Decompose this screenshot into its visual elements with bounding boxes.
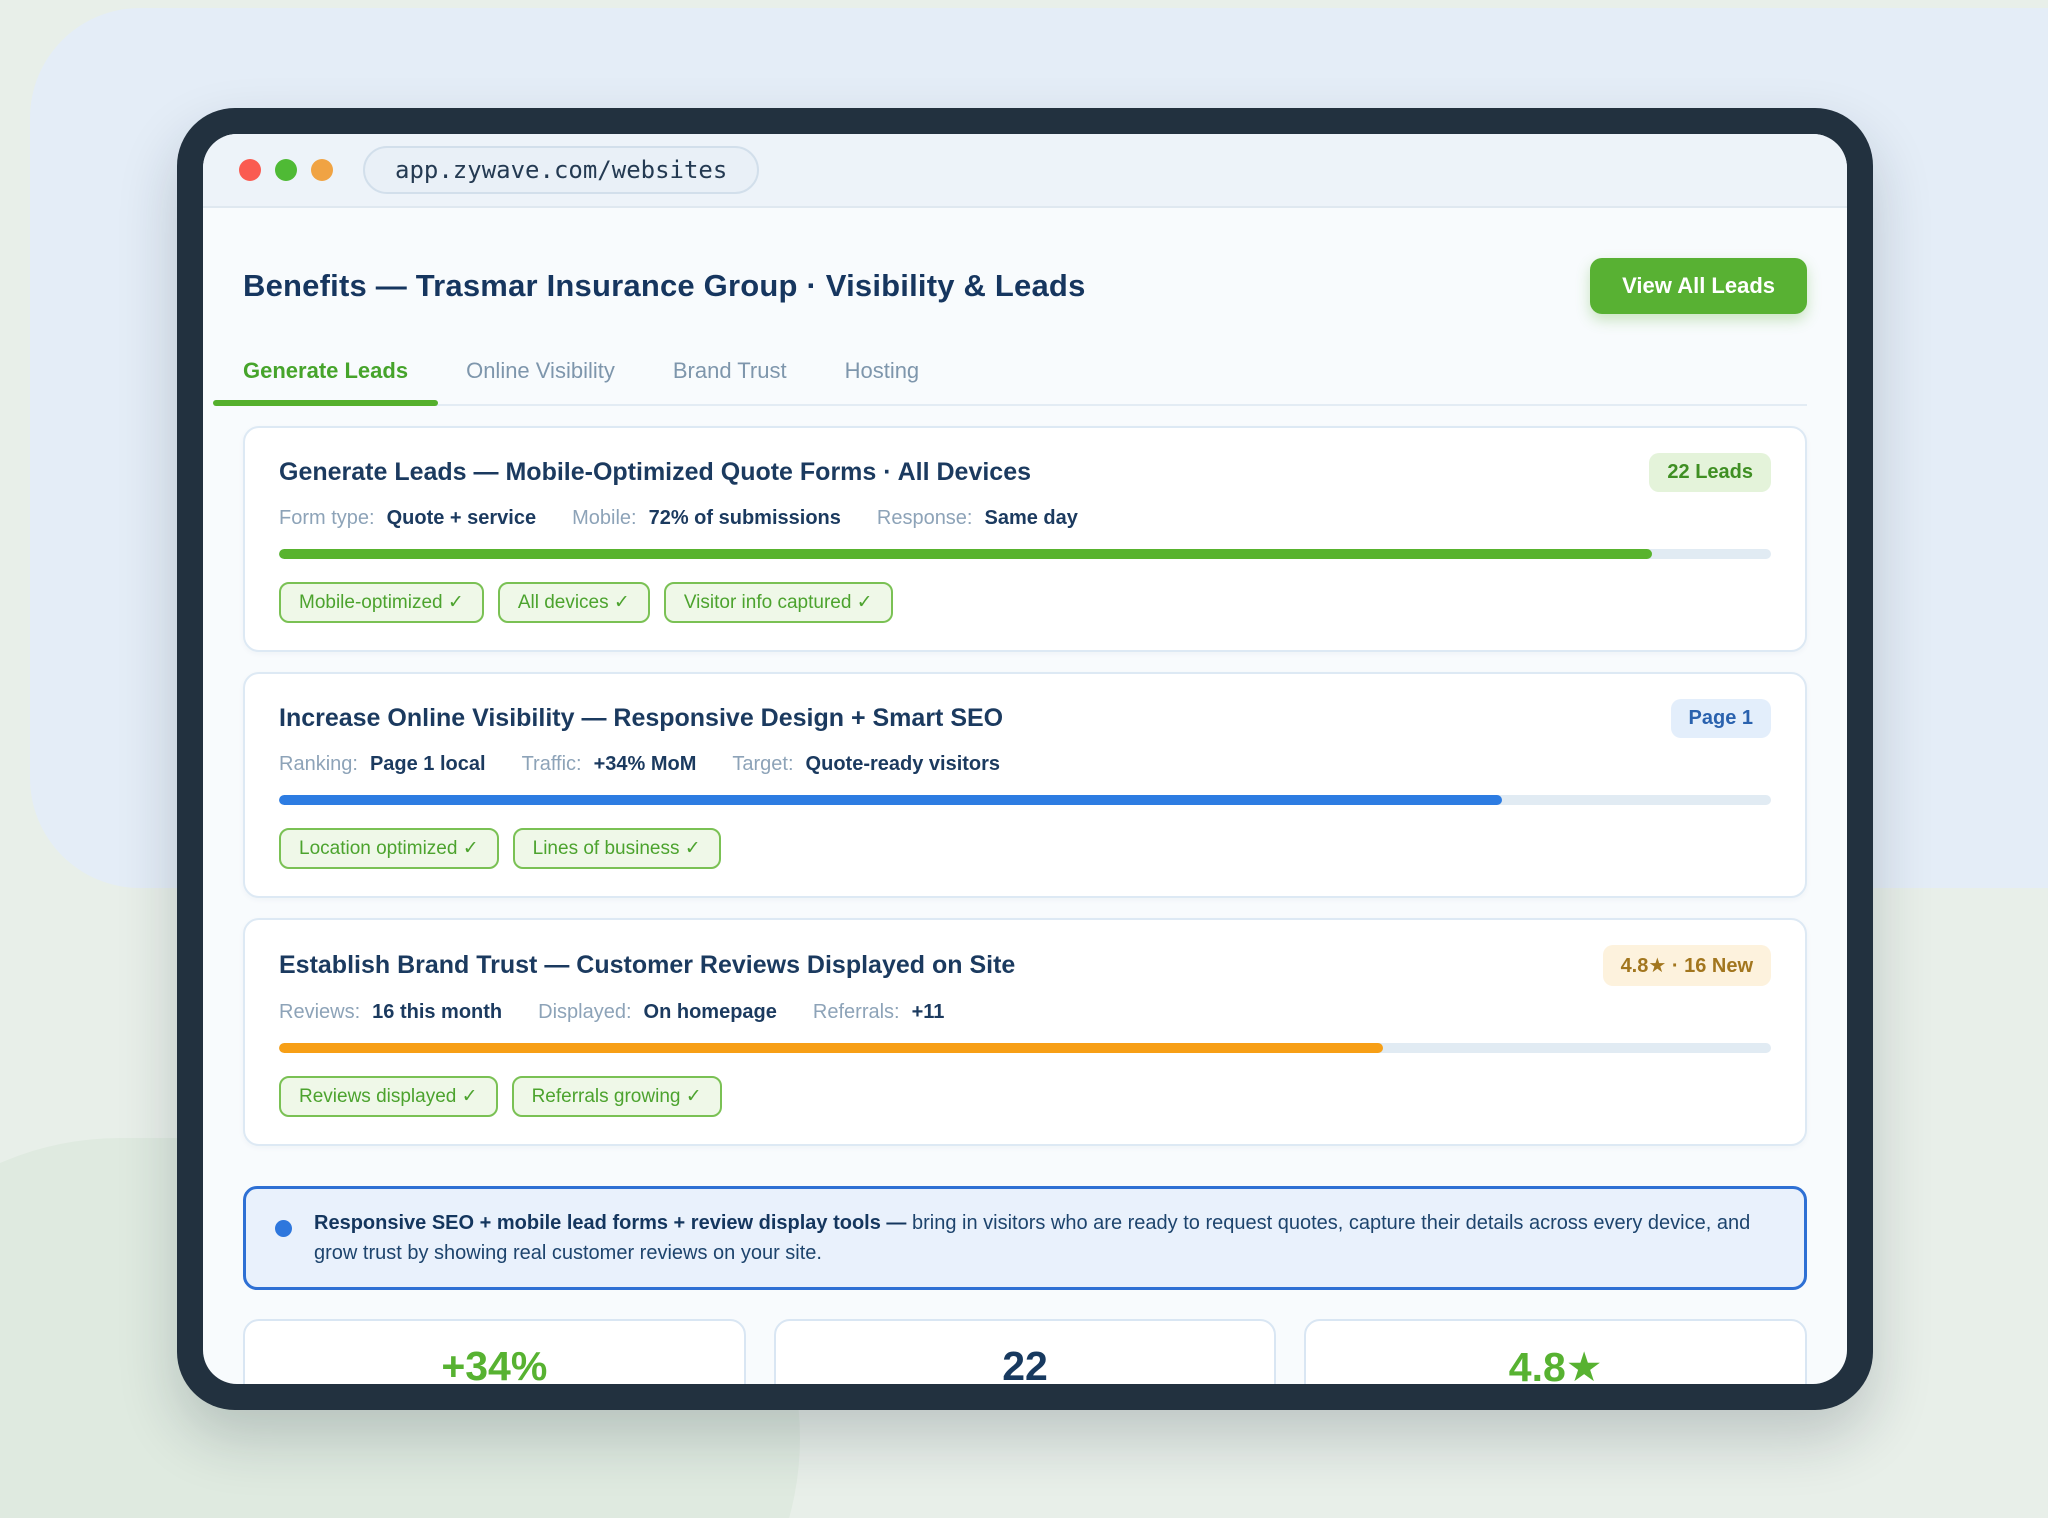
feature-chips: Reviews displayed ✓ Referrals growing ✓: [279, 1076, 1771, 1117]
progress-fill: [279, 1043, 1384, 1053]
address-bar[interactable]: app.zywave.com/websites: [363, 146, 760, 194]
stat-pair: Form type: Quote + service: [279, 507, 536, 530]
rating-badge: 4.8★ · 16 New: [1602, 945, 1771, 986]
card-stats: Ranking: Page 1 local Traffic: +34% MoM Targ…: [279, 753, 1771, 776]
stat-value: Quote-ready visitors: [805, 753, 1001, 775]
stat-label: Traffic:: [521, 753, 582, 775]
tab-online-visibility[interactable]: Online Visibility: [466, 358, 615, 383]
browser-chrome-bar: app.zywave.com/websites: [203, 134, 1847, 208]
info-callout: Responsive SEO + mobile lead forms + rev…: [243, 1186, 1807, 1290]
page-title: Benefits — Trasmar Insurance Group · Vis…: [243, 268, 1086, 303]
summary-stats-row: +34% organic growth 22 leads this month …: [243, 1319, 1807, 1384]
browser-window-inner: app.zywave.com/websites Benefits — Trasm…: [203, 134, 1847, 1384]
view-all-leads-button[interactable]: View All Leads: [1590, 258, 1807, 314]
stat-card-organic-growth: +34% organic growth: [243, 1319, 746, 1384]
stat-value: Same day: [984, 507, 1078, 529]
stat-value: 4.8★: [1508, 1344, 1603, 1384]
stat-label: Reviews:: [279, 1001, 361, 1023]
card-title: Increase Online Visibility — Responsive …: [279, 704, 1004, 732]
card-header: Generate Leads — Mobile-Optimized Quote …: [279, 453, 1771, 492]
stat-label: Response:: [876, 507, 973, 529]
minimize-dot-icon[interactable]: [275, 159, 297, 181]
stat-pair: Referrals: +11: [813, 1001, 945, 1024]
stat-pair: Traffic: +34% MoM: [522, 753, 697, 776]
stat-value: Page 1 local: [369, 753, 486, 775]
page-header: Benefits — Trasmar Insurance Group · Vis…: [243, 258, 1807, 314]
chip-referrals-growing[interactable]: Referrals growing ✓: [511, 1076, 722, 1117]
stat-label: Mobile:: [572, 507, 637, 529]
chip-all-devices[interactable]: All devices ✓: [497, 582, 650, 623]
tab-hosting[interactable]: Hosting: [844, 358, 920, 383]
stat-label: Ranking:: [279, 753, 358, 775]
stat-value: Quote + service: [386, 507, 537, 529]
stat-label: Displayed:: [538, 1001, 632, 1023]
callout-bold-text: Responsive SEO + mobile lead forms + rev…: [314, 1212, 907, 1234]
stat-card-leads-this-month: 22 leads this month: [773, 1319, 1277, 1384]
browser-window: app.zywave.com/websites Benefits — Trasm…: [177, 108, 1873, 1410]
tab-brand-trust[interactable]: Brand Trust: [672, 358, 787, 383]
tab-generate-leads[interactable]: Generate Leads: [212, 358, 439, 406]
progress-track: [279, 549, 1771, 559]
callout-text: bring in visitors who are ready to reque…: [314, 1212, 1751, 1264]
card-stats: Form type: Quote + service Mobile: 72% of s…: [279, 507, 1771, 530]
tab-bar: Generate Leads Online Visibility Brand Tru…: [212, 358, 1807, 406]
stat-value: 72% of submissions: [648, 507, 841, 529]
card-brand-trust: Establish Brand Trust — Customer Reviews…: [243, 918, 1807, 1146]
stat-label: Form type:: [279, 507, 375, 529]
card-header: Establish Brand Trust — Customer Reviews…: [279, 945, 1771, 986]
progress-track: [279, 795, 1771, 805]
progress-track: [279, 1043, 1771, 1053]
stat-value: 16 this month: [372, 1001, 503, 1023]
stat-value: +11: [911, 1001, 945, 1023]
bullet-dot-icon: [275, 1220, 292, 1237]
chip-mobile-optimized[interactable]: Mobile-optimized ✓: [279, 582, 484, 623]
stat-card-brand-trust-score: 4.8★ brand trust score: [1304, 1319, 1807, 1384]
stat-pair: Target: Quote-ready visitors: [732, 753, 1000, 776]
page-rank-badge: Page 1: [1670, 699, 1771, 738]
card-stats: Reviews: 16 this month Displayed: On homepa…: [279, 1001, 1771, 1024]
stat-pair: Displayed: On homepage: [538, 1001, 777, 1024]
chip-lines-of-business[interactable]: Lines of business ✓: [512, 828, 721, 869]
stat-label: Target:: [732, 753, 794, 775]
stat-pair: Response: Same day: [877, 507, 1078, 530]
card-generate-leads: Generate Leads — Mobile-Optimized Quote …: [243, 426, 1807, 652]
card-header: Increase Online Visibility — Responsive …: [279, 699, 1771, 738]
stat-value: +34%: [441, 1343, 548, 1384]
stat-label: Referrals:: [812, 1001, 900, 1023]
feature-chips: Location optimized ✓ Lines of business ✓: [279, 828, 1771, 869]
traffic-lights: [239, 159, 333, 181]
stat-pair: Reviews: 16 this month: [279, 1001, 502, 1024]
stat-pair: Ranking: Page 1 local: [279, 753, 486, 776]
progress-fill: [279, 795, 1503, 805]
card-online-visibility: Increase Online Visibility — Responsive …: [243, 672, 1807, 898]
chip-location-optimized[interactable]: Location optimized ✓: [279, 828, 499, 869]
progress-fill: [279, 549, 1652, 559]
stat-value: 22: [1002, 1343, 1048, 1384]
stat-value: +34% MoM: [593, 753, 697, 775]
expand-dot-icon[interactable]: [311, 159, 333, 181]
card-title: Generate Leads — Mobile-Optimized Quote …: [279, 458, 1032, 486]
chip-reviews-displayed[interactable]: Reviews displayed ✓: [279, 1076, 498, 1117]
page-content: Benefits — Trasmar Insurance Group · Vis…: [203, 208, 1847, 1384]
close-dot-icon[interactable]: [239, 159, 261, 181]
card-title: Establish Brand Trust — Customer Reviews…: [279, 951, 1016, 979]
leads-count-badge: 22 Leads: [1649, 453, 1771, 492]
feature-chips: Mobile-optimized ✓ All devices ✓ Visitor i…: [279, 582, 1771, 623]
stat-value: On homepage: [643, 1001, 777, 1023]
chip-visitor-info-captured[interactable]: Visitor info captured ✓: [663, 582, 893, 623]
stat-pair: Mobile: 72% of submissions: [572, 507, 841, 530]
